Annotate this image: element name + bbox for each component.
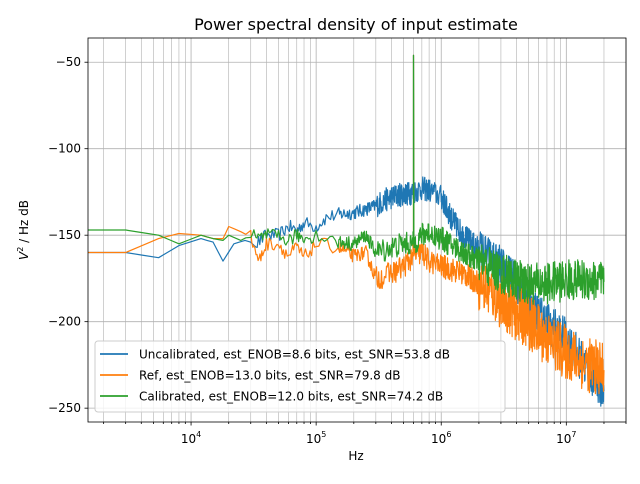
x-tick-label: 104 xyxy=(181,430,201,446)
y-axis-label-exp: 2 xyxy=(16,247,25,252)
x-axis-label: Hz xyxy=(348,449,363,463)
y-axis-label: V2 / Hz dB xyxy=(16,200,31,260)
x-tick-label: 107 xyxy=(556,430,576,446)
legend-box xyxy=(94,340,506,413)
legend: Uncalibrated, est_ENOB=8.6 bits, est_SNR… xyxy=(94,340,506,413)
y-tick-label: −100 xyxy=(48,142,81,156)
legend-label: Uncalibrated, est_ENOB=8.6 bits, est_SNR… xyxy=(139,348,450,362)
axis-ticks: −50 −100 −150 −200 −250 104 105 106 107 xyxy=(48,55,627,446)
series-layer xyxy=(88,54,605,407)
y-axis-label-base: V xyxy=(17,251,31,260)
x-tick-label: 105 xyxy=(306,430,326,446)
y-tick-label: −50 xyxy=(56,55,81,69)
legend-items: Uncalibrated, est_ENOB=8.6 bits, est_SNR… xyxy=(100,348,450,404)
y-tick-label: −150 xyxy=(48,228,81,242)
chart-title: Power spectral density of input estimate xyxy=(194,15,518,34)
plot-frame xyxy=(87,37,627,423)
y-tick-label: −250 xyxy=(48,401,81,415)
series-line xyxy=(88,54,605,305)
legend-label: Calibrated, est_ENOB=12.0 bits, est_SNR=… xyxy=(139,390,443,404)
y-tick-label: −200 xyxy=(48,315,81,329)
legend-label: Ref, est_ENOB=13.0 bits, est_SNR=79.8 dB xyxy=(139,369,400,383)
series-line xyxy=(88,54,605,395)
x-tick-label: 106 xyxy=(431,430,451,446)
y-axis-label-rest: / Hz dB xyxy=(17,200,31,247)
